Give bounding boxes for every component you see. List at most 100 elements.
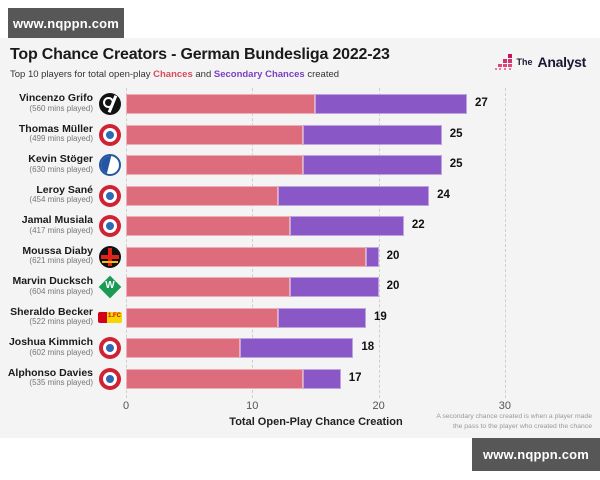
watermark-bottom-text: www.nqppn.com (482, 447, 590, 462)
player-label: Moussa Diaby (621 mins played) (0, 245, 93, 266)
chances-bar (126, 185, 278, 206)
player-name: Thomas Müller (18, 122, 93, 135)
player-minutes: (499 mins played) (29, 134, 93, 144)
total-value-label: 20 (386, 280, 400, 293)
bayern-logo (99, 367, 121, 390)
footnote: A secondary chance created is when a pla… (422, 412, 592, 432)
total-value-label: 24 (437, 188, 450, 201)
total-value-label: 18 (361, 341, 375, 354)
secondary-chances-bar (315, 94, 467, 114)
player-label: Joshua Kimmich (602 mins played) (0, 337, 93, 357)
player-minutes: (454 mins played) (29, 195, 93, 205)
subtitle-suffix: created (304, 69, 340, 80)
secondary-chances-bar (277, 307, 366, 328)
player-name: Marvin Ducksch (12, 275, 93, 288)
chances-bar (126, 94, 316, 114)
player-row: Joshua Kimmich (602 mins played) 18 (0, 337, 600, 360)
chances-bar (126, 307, 278, 328)
union-logo (98, 312, 122, 324)
secondary-chances-bar (290, 216, 404, 237)
gridline (378, 88, 380, 398)
total-value-label: 19 (373, 310, 387, 323)
total-value-label: 27 (475, 97, 488, 109)
bayern-logo (99, 123, 121, 146)
player-minutes: (630 mins played) (29, 164, 93, 174)
chances-bar (126, 216, 291, 237)
watermark-top-text: www.nqppn.com (12, 15, 120, 31)
chances-bar (126, 155, 303, 176)
player-minutes: (604 mins played) (29, 286, 93, 296)
secondary-chances-bar (239, 338, 354, 359)
player-name: Sheraldo Becker (10, 305, 93, 318)
leverkusen-logo (99, 245, 121, 268)
subtitle-prefix: Top 10 players for total open-play (10, 69, 154, 80)
player-name: Vincenzo Grifo (19, 92, 93, 104)
player-minutes: (560 mins played) (29, 103, 93, 113)
player-name: Leroy Sané (36, 183, 93, 196)
footnote-line1: A secondary chance created is when a pla… (436, 413, 592, 420)
player-label: Marvin Ducksch (604 mins played) (0, 276, 93, 296)
brand-the: The (516, 57, 533, 67)
total-value-label: 25 (449, 127, 463, 140)
legend-chances-label: Chances (153, 69, 193, 80)
player-row: Kevin Stöger (630 mins played) 25 (0, 154, 600, 177)
player-minutes: (417 mins played) (29, 225, 93, 235)
player-label: Jamal Musiala (417 mins played) (0, 215, 93, 235)
brand-analyst: Analyst (537, 54, 587, 70)
gridline (126, 88, 127, 398)
player-minutes: (535 mins played) (29, 378, 93, 388)
chances-bar (126, 338, 240, 359)
werder-logo (99, 276, 121, 298)
freiburg-logo (99, 93, 121, 115)
secondary-chances-bar (302, 155, 442, 176)
bayern-logo (99, 337, 121, 360)
chances-bar (126, 124, 303, 145)
player-label: Kevin Stöger (630 mins played) (0, 154, 93, 174)
player-row: Alphonso Davies (535 mins played) 17 (0, 366, 600, 390)
total-value-label: 22 (411, 219, 425, 232)
legend-secondary-chances-label: Secondary Chances (213, 69, 305, 80)
chances-bar (126, 246, 366, 267)
player-label: Leroy Sané (454 mins played) (0, 183, 93, 205)
total-value-label: 17 (348, 371, 362, 384)
player-label: Vincenzo Grifo (560 mins played) (0, 92, 93, 113)
player-name: Jamal Musiala (21, 214, 93, 227)
total-value-label: 20 (386, 249, 400, 262)
player-minutes: (621 mins played) (29, 256, 93, 266)
bochum-logo (99, 154, 121, 177)
player-minutes: (602 mins played) (29, 347, 93, 357)
player-label: Thomas Müller (499 mins played) (0, 122, 93, 144)
player-row: Thomas Müller (499 mins played) 25 (0, 122, 600, 146)
subtitle-and: and (192, 69, 214, 80)
secondary-chances-bar (302, 124, 442, 145)
gridline (504, 88, 506, 398)
player-label: Alphonso Davies (535 mins played) (0, 366, 93, 388)
analyst-dots-icon (494, 54, 512, 70)
player-name: Kevin Stöger (28, 153, 93, 166)
the-analyst-logo: The Analyst (494, 54, 587, 70)
watermark-bottom: www.nqppn.com (472, 438, 600, 471)
x-axis-label: Total Open-Play Chance Creation (229, 416, 403, 428)
secondary-chances-bar (302, 368, 341, 389)
secondary-chances-bar (277, 185, 430, 206)
player-row: Leroy Sané (454 mins played) 24 (0, 183, 600, 207)
bayern-logo (99, 184, 121, 207)
player-name: Joshua Kimmich (8, 336, 93, 349)
chances-bar (126, 368, 303, 389)
chances-bar (126, 277, 291, 298)
footnote-line2: the pass to the player who created the c… (452, 422, 592, 430)
player-row: Vincenzo Grifo (560 mins played) 27 (0, 92, 600, 115)
gridline (252, 88, 254, 398)
watermark-top: www.nqppn.com (8, 8, 124, 38)
total-value-label: 25 (449, 158, 463, 171)
bayern-logo (99, 215, 121, 238)
player-row: Jamal Musiala (417 mins played) 22 (0, 215, 600, 238)
secondary-chances-bar (365, 246, 379, 267)
player-row: Sheraldo Becker (522 mins played) 19 (0, 305, 600, 328)
player-label: Sheraldo Becker (522 mins played) (0, 305, 93, 327)
player-name: Alphonso Davies (7, 366, 93, 379)
page-title: Top Chance Creators - German Bundesliga … (10, 46, 390, 63)
subtitle: Top 10 players for total open-play Chanc… (10, 69, 339, 80)
player-row: Marvin Ducksch (604 mins played) 20 (0, 276, 600, 298)
